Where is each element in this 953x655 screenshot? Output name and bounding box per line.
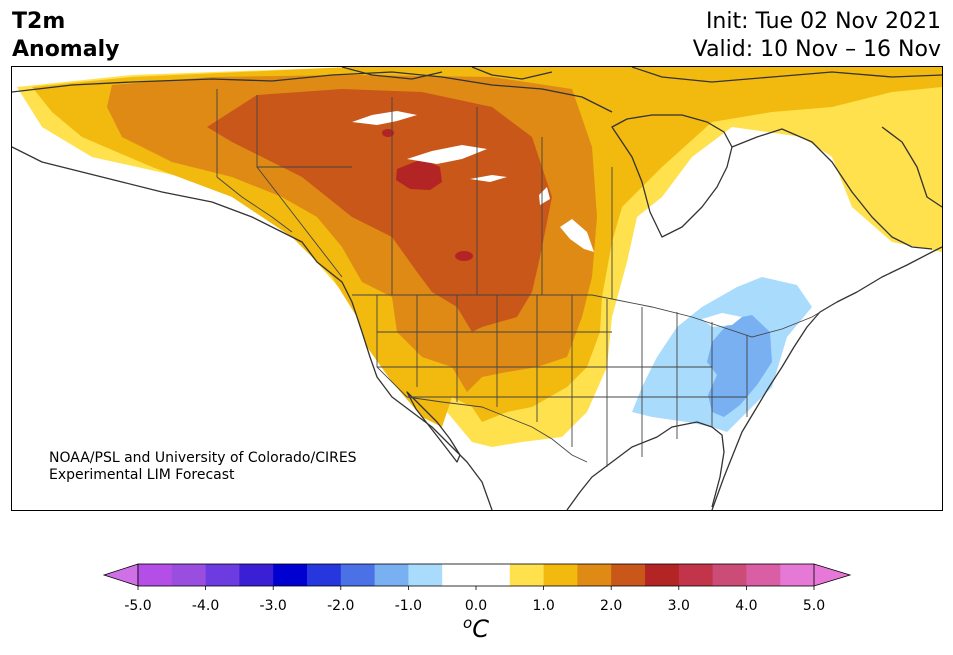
anomaly-fields [17,67,942,447]
arctic-coast [12,71,613,113]
colorbar-tick-label: -5.0 [124,598,152,614]
credit-line-1: NOAA/PSL and University of Colorado/CIRE… [49,450,357,466]
colorbar-bin-7 [374,564,409,586]
colorbar-bin-2 [205,564,240,586]
credit-text: NOAA/PSL and University of Colorado/CIRE… [49,450,357,484]
arctic-islands [341,67,942,83]
valid-range: Valid: 10 Nov – 16 Nov [692,37,941,62]
title-line-2: Anomaly [12,37,120,62]
greenland-edge [881,126,942,208]
political-borders [216,89,833,467]
colorbar-bin-1 [171,564,206,586]
canada-us-border [352,294,833,338]
colorbar-tick-label: -3.0 [259,598,287,614]
colorbar-bin-16 [678,564,713,586]
colorbar-tick-label: 0.0 [464,598,488,614]
map-title: T2m Anomaly [12,8,119,64]
atlantic-coast [711,246,942,510]
pacific-coast [12,146,493,510]
colorbar-bin-9 [442,564,477,586]
colorbar-bin-8 [408,564,443,586]
us-states [376,295,748,467]
coastlines [12,67,942,510]
colorbar [102,563,852,590]
great-slave-lake [407,145,487,164]
colorbar-bin-18 [746,564,781,586]
us-mexico-border [406,396,588,463]
anomaly-band-cool2 [707,315,772,417]
colorbar-units: oC [463,614,489,643]
colorbar-bin-13 [577,564,612,586]
credit-line-2: Experimental LIM Forecast [49,467,235,483]
baja-peninsula [406,391,461,463]
anomaly-spot-warm5-north [382,129,394,137]
colorbar-bin-15 [645,564,680,586]
colorbar-tick-label: -4.0 [191,598,220,614]
colorbar-tick-label: 3.0 [667,598,690,614]
colorbar-bin-3 [239,564,274,586]
colorbar-bin-0 [138,564,173,586]
colorbar-tick-label: 5.0 [802,598,826,614]
great-lakes [352,111,742,327]
title-line-1: T2m [12,9,66,34]
init-date: Init: Tue 02 Nov 2021 [705,9,941,34]
alaska-canada-border [216,89,293,233]
colorbar-tick-label: -1.0 [394,598,423,614]
colorbar-tick-label: 2.0 [600,598,623,614]
forecast-dates: Init: Tue 02 Nov 2021 Valid: 10 Nov – 16… [693,8,941,64]
hudson-bay [611,114,733,238]
map-canvas [12,67,942,510]
colorbar-extend-high [813,563,852,587]
lake-winnipeg [560,219,594,252]
colorbar-extend-low [102,563,139,587]
unit-base: o [463,614,473,632]
colorbar-tick-label: 4.0 [735,598,758,614]
gulf-coast [566,421,725,510]
labrador-coast [731,128,933,250]
colorbar-bin-5 [307,564,342,586]
colorbar-tick-label: -2.0 [327,598,355,614]
colorbar-bin-4 [273,564,308,586]
colorbar-bin-14 [611,564,646,586]
colorbar-bin-11 [509,564,544,586]
colorbar-bin-19 [780,564,815,586]
colorbar-bin-6 [340,564,375,586]
great-bear-lake [352,111,417,125]
unit-symbol: C [472,615,489,643]
colorbar-bin-17 [712,564,747,586]
colorbar-bin-12 [543,564,578,586]
anomaly-map [11,66,943,511]
anomaly-spot-warm5 [455,251,473,261]
anomaly-band-warm5 [396,159,442,190]
canadian-provinces [256,95,613,299]
colorbar-tick-label: 1.0 [532,598,555,614]
colorbar-ticks: -5.0 -4.0 -3.0 -2.0 -1.0 0.0 1.0 2.0 3.0 4.0 5.0 [0,598,953,618]
lake-athabasca [470,175,507,182]
colorbar-bin-10 [476,564,511,586]
